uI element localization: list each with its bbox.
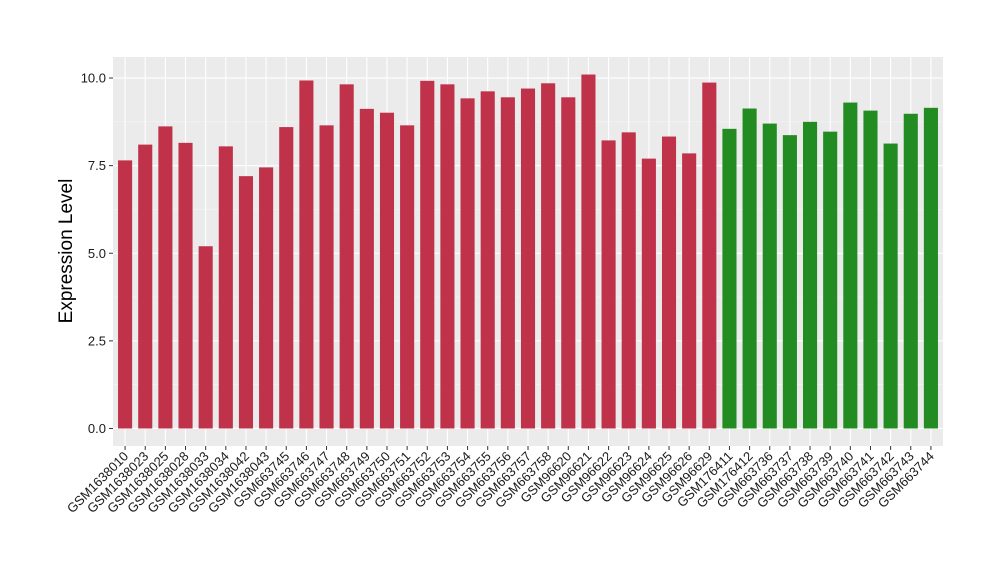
bar-gsm663749 <box>359 108 374 429</box>
bar-gsm96625 <box>661 136 677 429</box>
x-axis: GSM1638010GSM1638023GSM1638025GSM1638028… <box>64 446 937 516</box>
bar-gsm96626 <box>682 153 697 429</box>
bar-gsm1638025 <box>158 126 173 429</box>
bar-gsm663743 <box>903 113 918 429</box>
bar-gsm1638028 <box>178 142 193 429</box>
bar-gsm663738 <box>802 121 818 429</box>
bar-gsm663746 <box>299 80 314 429</box>
bar-gsm96623 <box>621 132 636 429</box>
bar-gsm663745 <box>279 127 294 429</box>
bar-gsm96624 <box>641 158 656 429</box>
bar-gsm1638010 <box>118 160 133 429</box>
y-tick-label: 7.5 <box>88 158 106 173</box>
bar-gsm663758 <box>541 83 556 429</box>
bar-gsm663755 <box>480 91 495 429</box>
bar-gsm663748 <box>339 84 354 429</box>
bar-gsm663741 <box>863 110 878 429</box>
bar-gsm96621 <box>581 74 596 429</box>
bar-gsm663750 <box>379 112 395 429</box>
bar-gsm663756 <box>500 97 515 429</box>
bar-gsm663752 <box>420 80 435 429</box>
bar-gsm1638034 <box>218 146 233 429</box>
bar-gsm663754 <box>460 98 475 429</box>
y-tick-label: 5.0 <box>88 246 106 261</box>
bar-gsm663751 <box>400 125 415 429</box>
bar-gsm663747 <box>319 125 334 429</box>
bars <box>118 74 938 429</box>
bar-gsm663753 <box>440 84 455 429</box>
bar-gsm663742 <box>883 143 898 429</box>
y-axis-title: Expression Level <box>56 179 77 324</box>
bar-gsm663740 <box>843 102 858 429</box>
y-tick-label: 0.0 <box>88 421 106 436</box>
bar-gsm1638042 <box>238 176 254 429</box>
bar-gsm663737 <box>782 135 797 429</box>
y-axis: 0.0 2.5 5.0 7.5 10.0 <box>81 71 113 436</box>
bar-gsm176411 <box>722 128 737 429</box>
y-tick-label: 2.5 <box>88 333 106 348</box>
bar-gsm176412 <box>742 108 757 429</box>
bar-gsm663739 <box>823 131 838 429</box>
bar-gsm1638043 <box>259 167 274 429</box>
y-tick-label: 10.0 <box>81 71 106 86</box>
bar-gsm663736 <box>762 123 777 429</box>
bar-gsm1638033 <box>198 246 213 429</box>
bar-gsm96629 <box>702 82 717 429</box>
bar-gsm1638023 <box>138 144 153 429</box>
bar-gsm663744 <box>923 107 938 429</box>
bar-gsm663757 <box>520 88 536 429</box>
bar-gsm96622 <box>601 140 616 429</box>
bar-gsm96620 <box>561 97 576 429</box>
